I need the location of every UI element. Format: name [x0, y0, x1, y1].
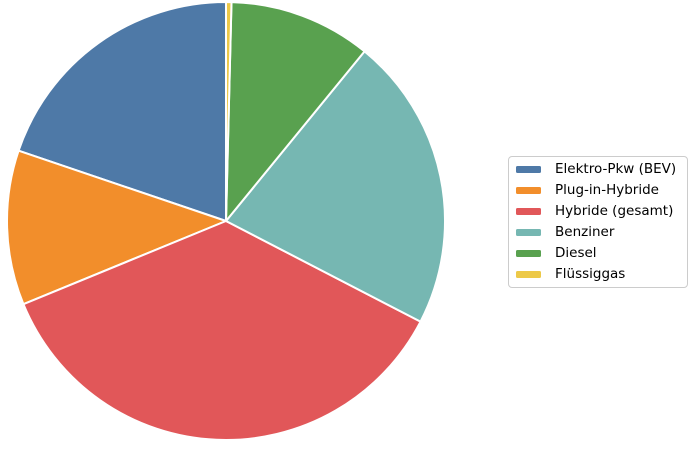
legend-item-plug-in-hybride: Plug-in-Hybride — [509, 180, 687, 201]
legend-swatch-hybride-gesamt — [516, 208, 541, 215]
pie-slice-hybride-gesamt — [22, 220, 422, 441]
legend-label: Diesel — [555, 244, 597, 261]
legend-item-hybride-gesamt: Hybride (gesamt) — [509, 201, 687, 222]
pie-slice-elektro-pkw-bev — [17, 1, 227, 222]
legend-item-benziner: Benziner — [509, 222, 687, 243]
pie-slice-plug-in-hybride — [6, 149, 227, 306]
pie-slice-fl-ssiggas — [225, 1, 233, 222]
pie-slice-diesel — [225, 1, 366, 222]
legend: Elektro-Pkw (BEV) Plug-in-Hybride Hybride … — [508, 156, 688, 288]
legend-swatch-diesel — [516, 250, 541, 257]
legend-swatch-plug-in-hybride — [516, 187, 541, 194]
legend-label: Flüssiggas — [555, 265, 626, 282]
legend-label: Hybride (gesamt) — [555, 202, 674, 219]
legend-label: Benziner — [555, 223, 615, 240]
legend-label: Plug-in-Hybride — [555, 181, 659, 198]
legend-swatch-fl-ssiggas — [516, 271, 541, 278]
legend-item-diesel: Diesel — [509, 243, 687, 264]
pie-slice-benziner — [225, 50, 446, 323]
legend-item-fl-ssiggas: Flüssiggas — [509, 264, 687, 285]
legend-item-elektro-pkw-bev: Elektro-Pkw (BEV) — [509, 159, 687, 180]
legend-swatch-benziner — [516, 229, 541, 236]
legend-swatch-elektro-pkw-bev — [516, 166, 541, 173]
legend-label: Elektro-Pkw (BEV) — [555, 160, 677, 177]
